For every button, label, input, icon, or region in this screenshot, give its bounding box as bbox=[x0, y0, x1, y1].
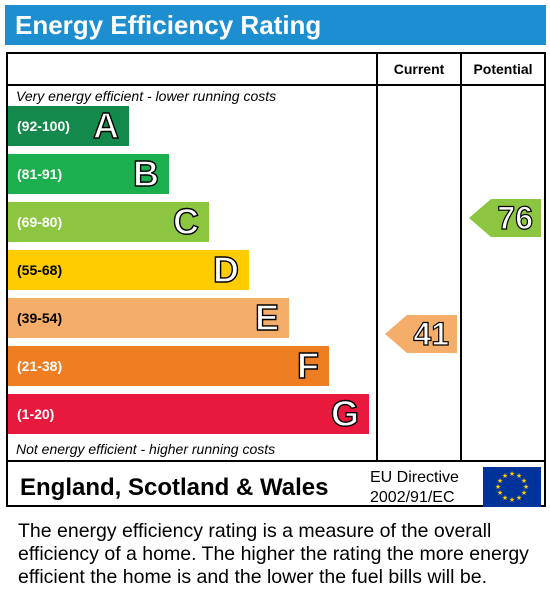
band-b-range: (81-91) bbox=[17, 166, 63, 182]
band-f: (21-38) F bbox=[8, 345, 329, 386]
band-b: (81-91) B bbox=[8, 153, 169, 194]
svg-text:★: ★ bbox=[509, 496, 515, 504]
column-current-label: Current bbox=[393, 61, 445, 77]
eu-directive-line1: EU Directive bbox=[370, 469, 459, 486]
band-d-letter: D bbox=[212, 249, 239, 290]
band-c: (69-80) C bbox=[8, 201, 209, 242]
band-f-range: (21-38) bbox=[17, 358, 63, 374]
potential-rating-arrow: 76 bbox=[469, 199, 541, 237]
band-f-letter: F bbox=[296, 345, 319, 386]
band-d: (55-68) D bbox=[8, 249, 249, 290]
svg-text:★: ★ bbox=[521, 489, 527, 497]
energy-rating-chart: Current Potential Very energy efficient … bbox=[6, 52, 546, 507]
column-potential-label: Potential bbox=[473, 61, 533, 77]
note-efficient: Very energy efficient - lower running co… bbox=[16, 88, 277, 104]
band-b-letter: B bbox=[132, 153, 159, 194]
band-g: (1-20) G bbox=[8, 393, 369, 434]
note-inefficient: Not energy efficient - higher running co… bbox=[16, 441, 276, 457]
band-c-letter: C bbox=[172, 201, 199, 242]
divider-potential bbox=[460, 54, 462, 462]
band-e: (39-54) E bbox=[8, 297, 289, 338]
current-rating-arrow: 41 bbox=[385, 315, 457, 353]
svg-text:★: ★ bbox=[497, 489, 503, 497]
band-e-range: (39-54) bbox=[17, 310, 63, 326]
band-e-letter: E bbox=[254, 297, 279, 338]
header-divider bbox=[8, 84, 544, 86]
svg-text:★: ★ bbox=[509, 470, 515, 478]
band-g-range: (1-20) bbox=[17, 406, 55, 422]
band-c-range: (69-80) bbox=[17, 214, 63, 230]
svg-text:★: ★ bbox=[497, 477, 503, 485]
page-title: Energy Efficiency Rating bbox=[5, 5, 546, 45]
svg-text:★: ★ bbox=[502, 494, 508, 502]
rating-description: The energy efficiency rating is a measur… bbox=[18, 520, 529, 588]
region-label: England, Scotland & Wales bbox=[20, 474, 329, 501]
band-g-letter: G bbox=[330, 393, 359, 434]
band-d-range: (55-68) bbox=[17, 262, 63, 278]
svg-text:★: ★ bbox=[502, 472, 508, 480]
band-a-range: (92-100) bbox=[17, 118, 70, 134]
footer-divider bbox=[8, 460, 544, 462]
band-a: (92-100) A bbox=[8, 105, 129, 146]
band-a-letter: A bbox=[92, 105, 119, 146]
eu-flag-icon: ★ ★ ★ ★ ★ ★ ★ ★ ★ ★ ★ ★ bbox=[483, 467, 541, 507]
svg-text:★: ★ bbox=[516, 494, 522, 502]
svg-text:★: ★ bbox=[495, 483, 501, 491]
svg-text:★: ★ bbox=[523, 483, 529, 491]
eu-directive-line2: 2002/91/EC bbox=[370, 489, 455, 506]
svg-text:★: ★ bbox=[516, 472, 522, 480]
divider-current bbox=[376, 54, 378, 462]
svg-text:★: ★ bbox=[521, 477, 527, 485]
